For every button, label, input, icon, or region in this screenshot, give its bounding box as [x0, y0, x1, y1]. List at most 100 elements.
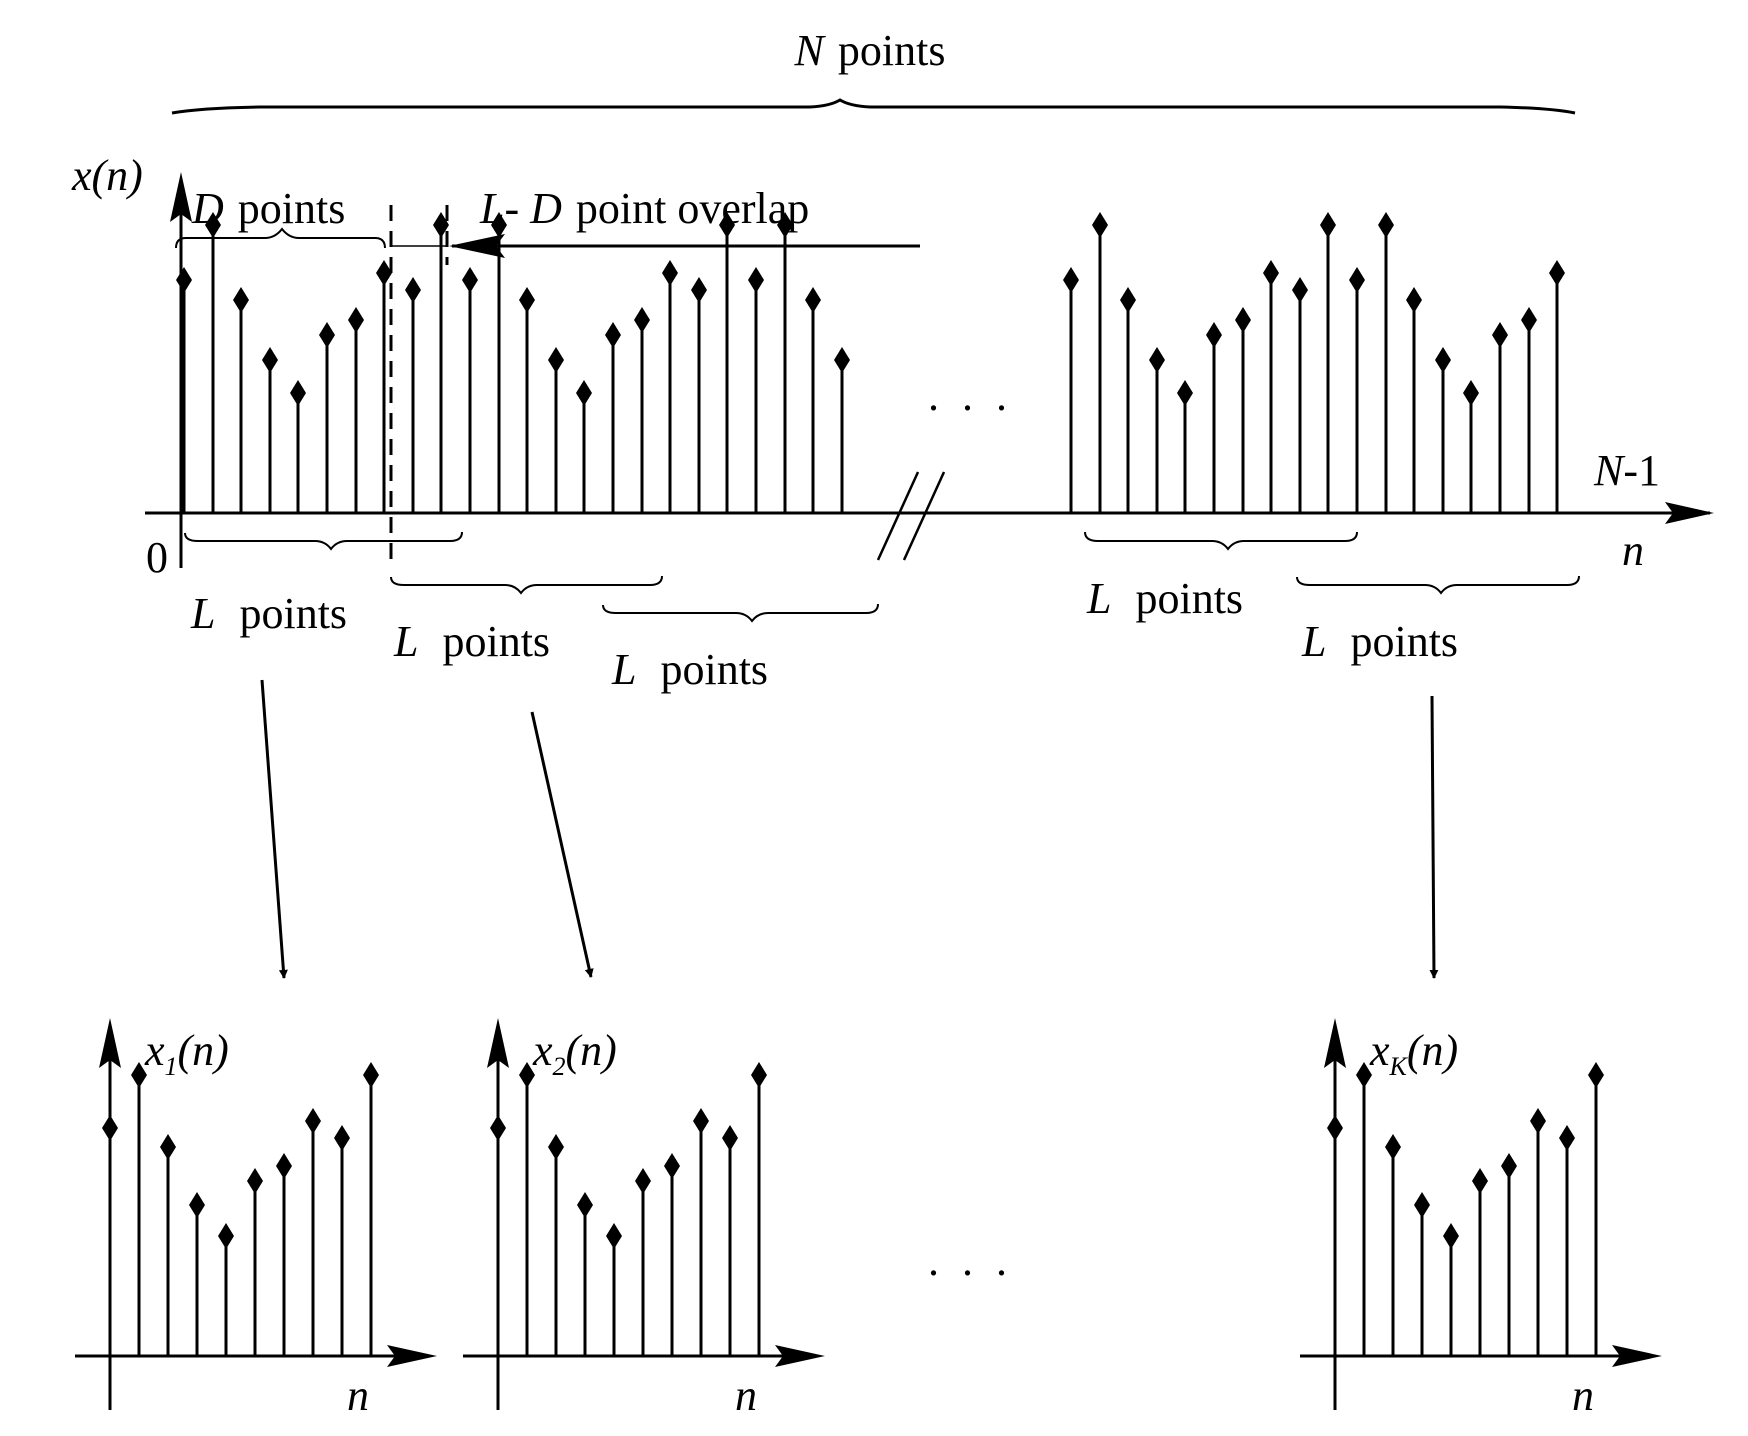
- overlap-arrowhead: [449, 234, 505, 258]
- mapping-arrow-2: [530, 711, 594, 978]
- frame-3-stem-6: [1472, 1168, 1488, 1356]
- frame-1-stem-7: [276, 1153, 292, 1356]
- main-stem-16-marker: [605, 322, 621, 348]
- frame-3-stem-6-marker: [1472, 1168, 1488, 1194]
- main-stem-2-marker: [205, 212, 221, 238]
- main-stem-17-marker: [634, 307, 650, 333]
- frame-2-stem-8-marker: [693, 1108, 709, 1134]
- frame-3-stem-2: [1356, 1062, 1372, 1356]
- segment-brace-1: [184, 531, 463, 551]
- main-stem-5: [290, 380, 306, 513]
- n-points-brace: [171, 98, 1576, 115]
- main-stem-33-marker: [1292, 277, 1308, 303]
- main-stem-17: [634, 307, 650, 513]
- main-stem-12: [491, 212, 507, 513]
- bottom-ellipsis: . . .: [928, 1236, 1013, 1285]
- frame-3-stem-7: [1501, 1153, 1517, 1356]
- main-stem-40: [1492, 322, 1508, 513]
- main-stem-31: [1235, 307, 1251, 513]
- main-stem-7: [348, 307, 364, 513]
- main-stem-22-marker: [777, 212, 793, 238]
- mapping-arrow-3: [1429, 695, 1439, 979]
- frame-2-stem-10-marker: [751, 1062, 767, 1088]
- frame-1-stem-4: [189, 1192, 205, 1356]
- main-stem-12-marker: [491, 212, 507, 238]
- frame-1-stem-6: [247, 1168, 263, 1356]
- main-stem-38-marker: [1435, 347, 1451, 373]
- frame-3-stem-10-marker: [1588, 1062, 1604, 1088]
- frame-3-stem-4: [1414, 1192, 1430, 1356]
- main-axes: [145, 172, 1714, 568]
- frame-3-x-label: n: [1572, 1371, 1594, 1420]
- frame-3-y-label: xK(n): [1369, 1026, 1458, 1081]
- axis-break-mark-2: [902, 471, 946, 561]
- frame-2-stem-10: [751, 1062, 767, 1356]
- main-stem-27: [1120, 287, 1136, 513]
- frame-2-stem-2-marker: [519, 1062, 535, 1088]
- frame-1-y-label: x1(n): [144, 1026, 229, 1081]
- main-stem-20: [719, 212, 735, 513]
- frame-1-stem-9-marker: [334, 1125, 350, 1151]
- frame-2-stem-4-marker: [577, 1192, 593, 1218]
- main-stem-1: [176, 267, 192, 513]
- main-stem-34: [1320, 212, 1336, 513]
- frame-2-y-label: x2(n): [532, 1026, 617, 1081]
- segment-brace-5: [1296, 575, 1580, 595]
- frame-3-stem-10: [1588, 1062, 1604, 1356]
- frame-1-stems: [102, 1062, 379, 1356]
- main-stem-41: [1521, 307, 1537, 513]
- main-stem-1-marker: [176, 267, 192, 293]
- main-stem-11-marker: [462, 267, 478, 293]
- origin-label: 0: [146, 533, 168, 582]
- frame-2-stem-6: [635, 1168, 651, 1356]
- main-stem-19: [691, 277, 707, 513]
- frame-1-stem-2-marker: [131, 1062, 147, 1088]
- frame-1-stem-2: [131, 1062, 147, 1356]
- frame-3-stems: [1327, 1062, 1604, 1356]
- main-y-axis-arrowhead: [170, 172, 192, 222]
- frame-3-stem-3: [1385, 1134, 1401, 1356]
- main-stem-34-marker: [1320, 212, 1336, 238]
- main-stem-4: [262, 347, 278, 513]
- main-stem-9: [405, 277, 421, 513]
- frame-1-stem-9: [334, 1125, 350, 1356]
- frame-3-stem-9: [1559, 1125, 1575, 1356]
- main-stem-3-marker: [233, 287, 249, 313]
- main-stem-24: [834, 347, 850, 513]
- main-stem-32: [1263, 260, 1279, 513]
- frame-2-stem-8: [693, 1108, 709, 1356]
- frame-1-stem-1: [102, 1115, 118, 1356]
- frame-3-stem-9-marker: [1559, 1125, 1575, 1151]
- frame-2-stem-5-marker: [606, 1223, 622, 1249]
- frame-3-x-arrowhead: [1612, 1345, 1662, 1367]
- frame-1-stem-4-marker: [189, 1192, 205, 1218]
- frame-2-stem-4: [577, 1192, 593, 1356]
- frame-1-y-arrowhead: [99, 1018, 121, 1068]
- main-stem-30-marker: [1206, 322, 1222, 348]
- main-stem-39: [1463, 380, 1479, 513]
- main-stem-24-marker: [834, 347, 850, 373]
- main-stem-15-marker: [576, 380, 592, 406]
- main-stem-9-marker: [405, 277, 421, 303]
- frame-2-stem-1: [490, 1115, 506, 1356]
- main-stem-36-marker: [1378, 212, 1394, 238]
- main-stem-2: [205, 212, 221, 513]
- segment-brace-4: [1084, 531, 1358, 551]
- frame-2-y-arrowhead: [487, 1018, 509, 1068]
- main-stem-33: [1292, 277, 1308, 513]
- main-stem-11: [462, 267, 478, 513]
- frame-1-stem-8: [305, 1108, 321, 1356]
- main-stem-41-marker: [1521, 307, 1537, 333]
- frame-2-stem-6-marker: [635, 1168, 651, 1194]
- main-stem-18: [662, 260, 678, 513]
- main-stem-37: [1406, 287, 1422, 513]
- frame-3-stem-8-marker: [1530, 1108, 1546, 1134]
- frame-1-stem-5: [218, 1223, 234, 1356]
- main-stem-37-marker: [1406, 287, 1422, 313]
